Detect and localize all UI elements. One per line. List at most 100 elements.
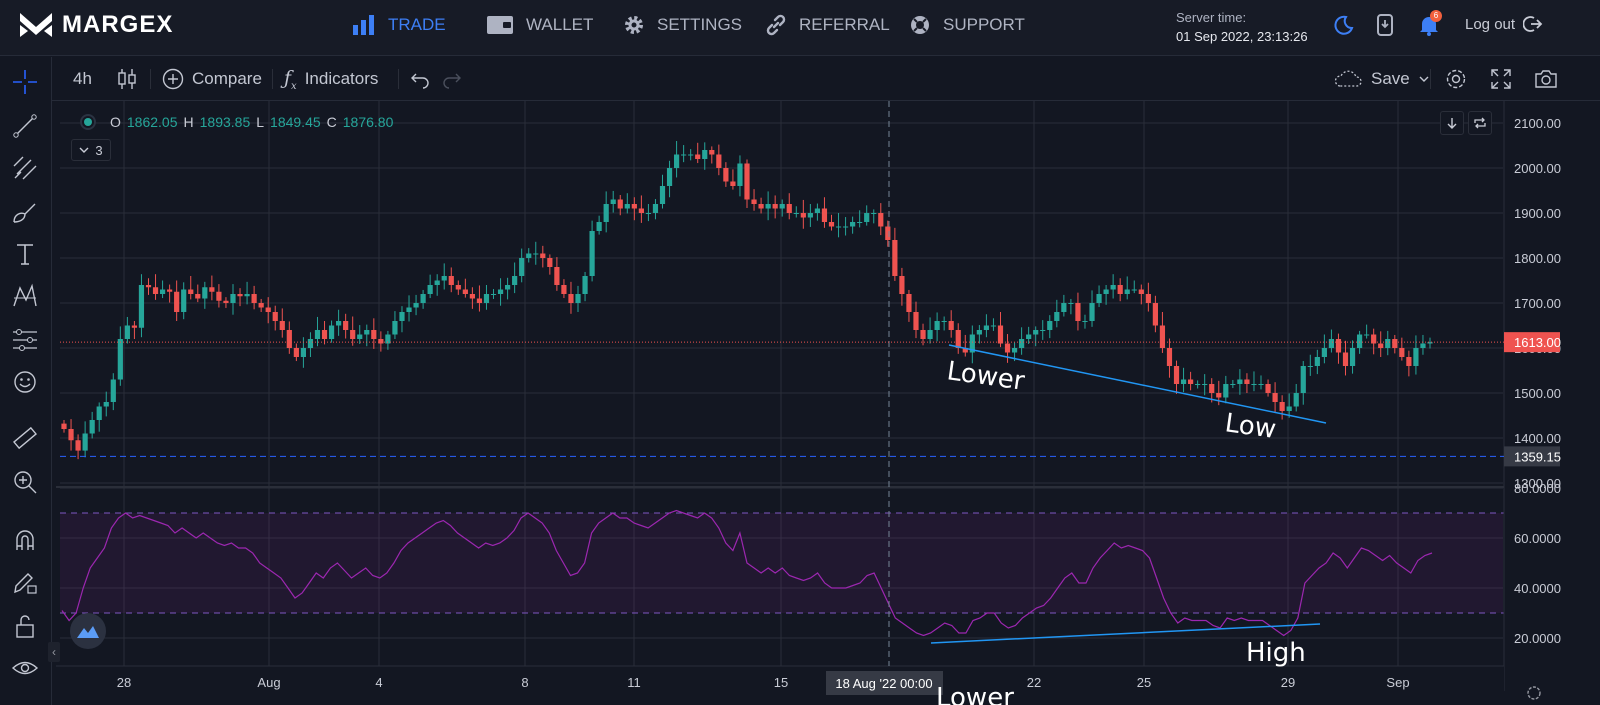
candle-body [61,423,67,429]
candle-body [920,330,926,339]
candle-body [364,330,370,335]
crosshair-tool[interactable] [10,67,40,97]
candle-body [519,258,525,276]
prediction-tool[interactable] [10,325,40,355]
candle-body [300,348,307,357]
candle-body [709,150,715,155]
redo-button[interactable] [442,66,462,92]
candles-icon [118,69,136,89]
notification-badge: 6 [1430,10,1442,22]
candle-body [1286,406,1292,411]
candle-body [174,291,180,312]
candle-body [955,330,961,348]
logout-button[interactable]: Log out [1465,14,1543,34]
camera-icon [1535,70,1557,88]
candle-body [1307,366,1313,367]
save-button[interactable]: Save [1333,66,1430,92]
fullscreen-button[interactable] [1490,66,1512,92]
chart-type-button[interactable] [117,66,137,92]
toolbar-collapse-button[interactable]: ‹ [48,642,60,662]
candle-body [188,289,194,294]
text-tool[interactable] [10,239,40,269]
hide-tool[interactable] [10,653,40,683]
chart-corner-buttons [1440,111,1492,135]
interval-label: 4h [73,69,92,88]
tradingview-logo[interactable] [70,613,106,649]
candle-body [1180,379,1187,384]
candle-body [117,339,123,380]
candle-body [673,154,680,168]
nav-wallet[interactable]: WALLET [486,10,593,40]
candle-body [1195,384,1201,385]
pitchfork-tool[interactable] [10,153,40,183]
candle-body [540,253,546,258]
nav-trade[interactable]: TRADE [352,10,446,40]
candle-body [1187,379,1194,384]
margex-logo[interactable]: MARGEX [18,8,173,42]
candle-body [1392,339,1398,348]
smiley-icon [14,371,36,393]
time-tick-label: 8 [521,675,528,690]
nav-referral[interactable]: REFERRAL [765,10,890,40]
candle-body [152,287,159,294]
lock-tool[interactable] [10,611,40,641]
compare-button[interactable]: Compare [162,66,262,92]
candle-body [1089,303,1095,321]
candle-body [723,168,729,182]
rsi-trendline [930,623,1321,644]
candle-body [1068,303,1074,304]
candle-body [765,204,771,209]
chart-settings-button[interactable] [1444,66,1468,92]
candle-body [1349,348,1356,366]
price-tick-label: 1500.00 [1514,386,1561,401]
candle-body [610,199,616,204]
magnet-tool[interactable] [10,525,40,555]
mountain-icon [77,626,99,638]
candle-body [716,154,722,168]
series-visibility-toggle[interactable] [80,114,96,130]
scroll-to-latest-button[interactable] [1440,111,1464,135]
candle-body [483,294,490,303]
indicator-collapse-button[interactable]: 3 [71,139,111,161]
nav-support[interactable]: SUPPORT [909,10,1025,40]
candle-body [413,303,419,308]
zoom-tool[interactable] [10,467,40,497]
candle-body [321,330,328,339]
indicator-count: 3 [95,142,103,158]
icon-tool[interactable] [10,367,40,397]
reset-chart-button[interactable] [1468,111,1492,135]
price-chart[interactable]: 2100.002000.001900.001800.001700.001600.… [56,101,1600,705]
interval-button[interactable]: 4h [73,66,92,92]
moon-icon[interactable] [1332,14,1354,36]
nav-settings[interactable]: SETTINGS [623,10,742,40]
screenshot-button[interactable] [1534,66,1558,92]
lock-drawing-tool[interactable] [10,567,40,597]
candle-body [1406,357,1412,366]
crosshair-time-tag [826,671,943,695]
pattern-tool[interactable] [10,281,40,311]
candle-body [652,204,659,213]
brush-tool[interactable] [10,197,40,227]
candle-body [497,289,504,294]
candle-body [82,433,88,451]
candle-body [786,204,792,213]
measure-tool[interactable] [10,423,40,453]
candle-body [737,163,743,186]
candle-body [448,276,454,285]
candle-body [1321,348,1327,357]
trendline-tool[interactable] [10,111,40,141]
candle-body [512,276,518,285]
candle-body [89,420,95,434]
zoom-in-icon [14,471,37,494]
candle-body [631,204,637,209]
candle-body [983,325,990,330]
candle-body [681,154,687,156]
link-icon [766,14,786,36]
candle-body [1244,379,1250,384]
compare-label: Compare [192,69,262,88]
mobile-app-icon[interactable] [1374,14,1396,36]
indicators-button[interactable]: ƒx Indicators [284,66,378,92]
undo-button[interactable] [410,66,430,92]
candle-body [272,312,278,321]
candle-body [1328,339,1335,348]
